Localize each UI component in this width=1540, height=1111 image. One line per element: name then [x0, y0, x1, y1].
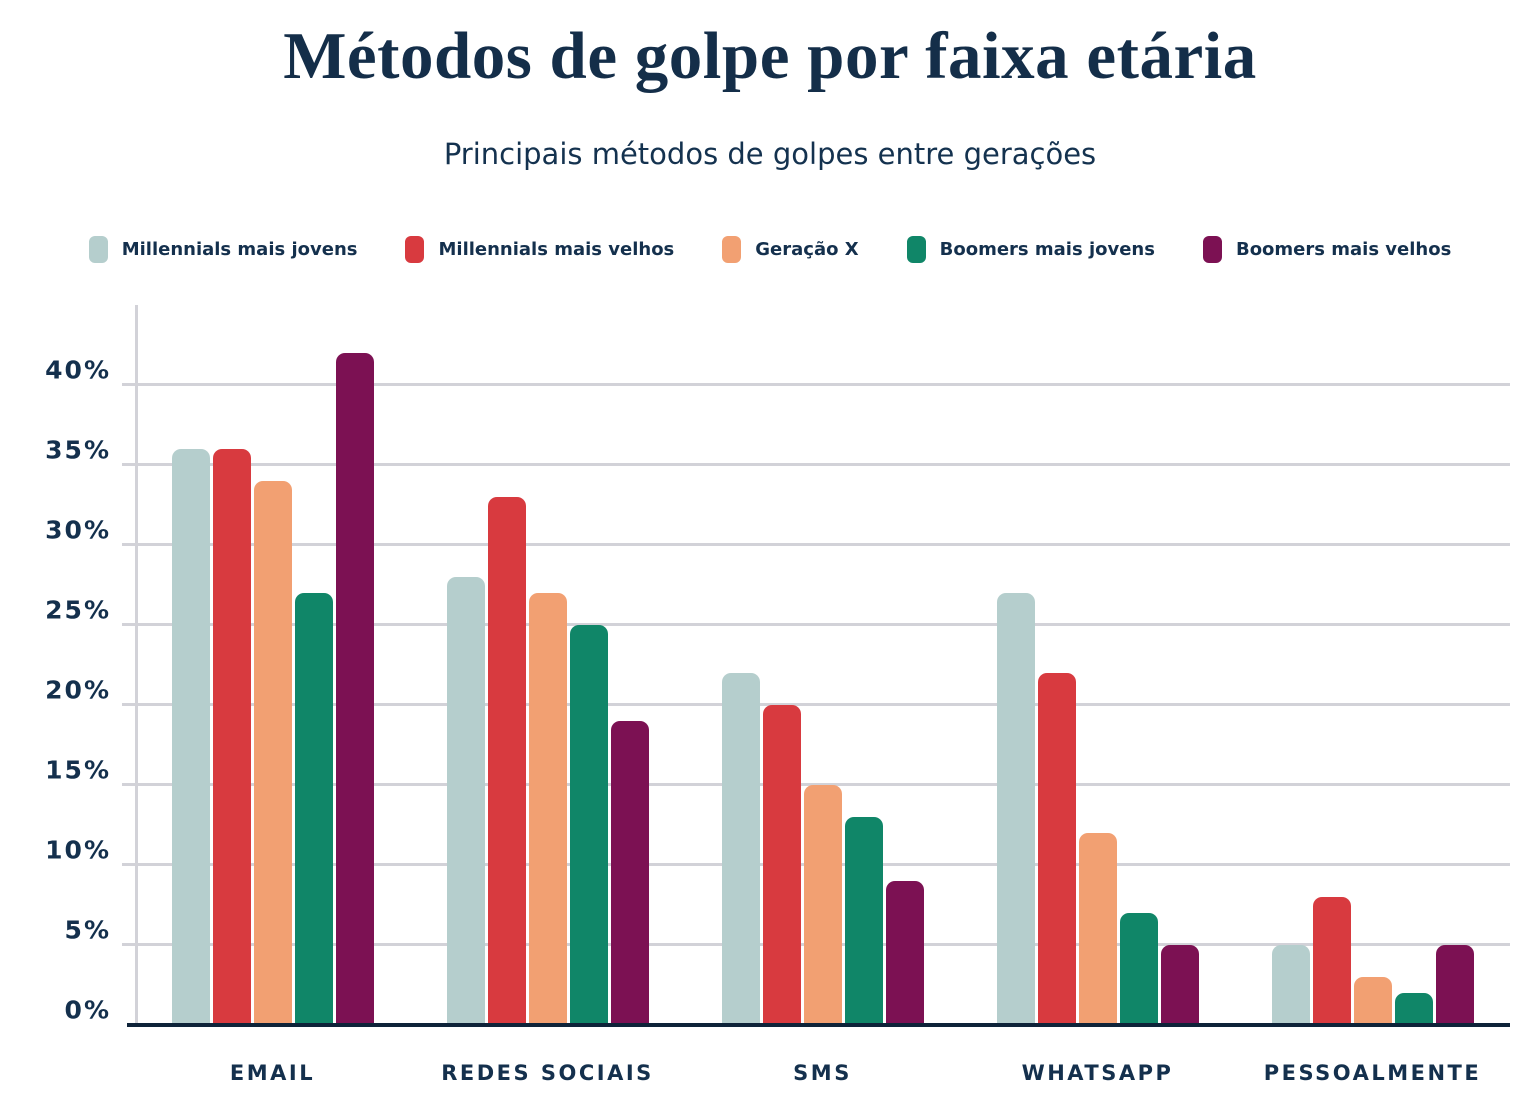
y-tick-40	[122, 383, 135, 386]
y-tick-20	[122, 703, 135, 706]
bar-whatsapp-series-3	[1119, 913, 1158, 1025]
bar-email-series-0	[171, 449, 210, 1025]
bar-redes-sociais-series-3	[569, 625, 608, 1025]
gridline-15	[135, 783, 1510, 786]
legend-item-3: Boomers mais jovens	[906, 236, 1155, 263]
bar-pessoalmente-series-4	[1435, 945, 1474, 1025]
legend-swatch-icon	[906, 236, 926, 263]
legend-label: Millennials mais jovens	[121, 239, 358, 260]
legend-swatch-icon	[722, 236, 742, 263]
bar-pessoalmente-series-3	[1394, 993, 1433, 1025]
legend-label: Millennials mais velhos	[438, 239, 675, 260]
bar-whatsapp-series-2	[1078, 833, 1117, 1025]
y-axis-label-15: 15%	[45, 755, 111, 785]
bar-pessoalmente-series-1	[1312, 897, 1351, 1025]
bar-whatsapp-series-1	[1037, 673, 1076, 1025]
bar-email-series-4	[335, 353, 374, 1025]
x-axis-label-whatsapp: WHATSAPP	[1021, 1061, 1174, 1085]
legend-label: Geração X	[755, 239, 859, 260]
bar-sms-series-4	[885, 881, 924, 1025]
y-axis-label-0: 0%	[64, 995, 111, 1025]
y-tick-35	[122, 463, 135, 466]
bar-sms-series-1	[762, 705, 801, 1025]
y-axis-label-40: 40%	[45, 355, 111, 385]
gridline-40	[135, 383, 1510, 386]
x-axis-baseline	[127, 1023, 1510, 1027]
y-axis-label-20: 20%	[45, 675, 111, 705]
bar-redes-sociais-series-0	[446, 577, 485, 1025]
bar-email-series-1	[212, 449, 251, 1025]
x-axis-label-email: EMAIL	[229, 1061, 316, 1085]
bar-whatsapp-series-0	[996, 593, 1035, 1025]
chart-title: Métodos de golpe por faixa etária	[283, 19, 1257, 93]
bar-chart-plot-area: 0% 5% 10% 15% 20% 25% 30% 35% 40% EMAIL REDES SOCI…	[45, 305, 1510, 1085]
y-axis-label-5: 5%	[64, 915, 111, 945]
gridline-35	[135, 463, 1510, 466]
x-axis-label-pessoalmente: PESSOALMENTE	[1263, 1061, 1482, 1085]
gridline-30	[135, 543, 1510, 546]
bar-redes-sociais-series-4	[610, 721, 649, 1025]
bar-email-series-3	[294, 593, 333, 1025]
bar-whatsapp-series-4	[1160, 945, 1199, 1025]
y-axis-line	[135, 305, 138, 1025]
y-tick-15	[122, 783, 135, 786]
gridline-20	[135, 703, 1510, 706]
legend-item-1: Millennials mais velhos	[405, 236, 674, 263]
legend: Millennials mais jovens Millennials mais …	[0, 236, 1540, 263]
legend-swatch-icon	[88, 236, 108, 263]
bar-redes-sociais-series-1	[487, 497, 526, 1025]
bar-redes-sociais-series-2	[528, 593, 567, 1025]
bar-sms-series-2	[803, 785, 842, 1025]
y-tick-30	[122, 543, 135, 546]
y-axis-label-10: 10%	[45, 835, 111, 865]
legend-label: Boomers mais velhos	[1235, 239, 1452, 260]
gridline-25	[135, 623, 1510, 626]
y-tick-10	[122, 863, 135, 866]
x-axis-label-sms: SMS	[793, 1061, 852, 1085]
chart-subtitle: Principais métodos de golpes entre geraç…	[443, 137, 1097, 171]
legend-label: Boomers mais jovens	[939, 239, 1155, 260]
bar-pessoalmente-series-0	[1271, 945, 1310, 1025]
x-axis-label-redes-sociais: REDES SOCIAIS	[441, 1061, 654, 1085]
y-tick-25	[122, 623, 135, 626]
y-axis-label-25: 25%	[45, 595, 111, 625]
legend-item-0: Millennials mais jovens	[88, 236, 358, 263]
y-axis-label-35: 35%	[45, 435, 111, 465]
bar-email-series-2	[253, 481, 292, 1025]
y-axis-label-30: 30%	[45, 515, 111, 545]
bar-pessoalmente-series-2	[1353, 977, 1392, 1025]
y-tick-5	[122, 943, 135, 946]
legend-item-2: Geração X	[722, 236, 859, 263]
legend-swatch-icon	[1202, 236, 1222, 263]
bar-sms-series-0	[721, 673, 760, 1025]
legend-swatch-icon	[405, 236, 425, 263]
legend-item-4: Boomers mais velhos	[1202, 236, 1452, 263]
bar-sms-series-3	[844, 817, 883, 1025]
